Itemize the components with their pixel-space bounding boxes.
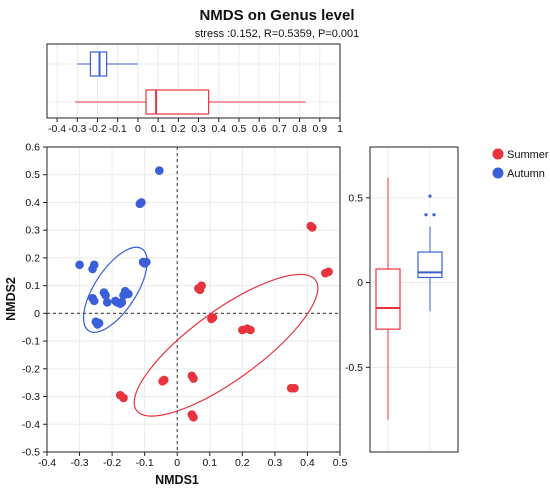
- x-tick-label: 0.5: [333, 457, 348, 469]
- right-frame: [369, 146, 459, 453]
- y-tick-label: -0.3: [22, 391, 40, 403]
- point-summer: [119, 393, 128, 403]
- point-summer: [158, 376, 167, 386]
- point-summer: [308, 223, 317, 232]
- y-tick-label: -0.5: [22, 447, 40, 459]
- top-boxplot-panel: -0.4 -0.3 -0.2 -0.1 0 0.1 0.2 0.3 0.4 0.5 0.6 0.7 0.…: [46, 43, 343, 135]
- scatter-panel: -0.4 -0.3 -0.2 -0.1 0 0.1 0.2 0.3 0.4 0.5-0.5-0.4…: [22, 142, 348, 470]
- y-tick-label: 0.6: [25, 142, 40, 154]
- x-tick-label: 0.3: [268, 457, 283, 469]
- point-autumn: [140, 259, 149, 268]
- legend-marker-autumn: [492, 167, 504, 179]
- top-x-tick-label: 0.6: [252, 123, 267, 135]
- chart-subtitle: stress :0.152, R=0.5359, P=0.001: [195, 28, 360, 40]
- point-summer: [207, 314, 216, 324]
- top-x-tick-label: 0.9: [312, 123, 327, 135]
- top-x-tick-label: 0.7: [272, 123, 287, 135]
- right-outlier-autumn: [432, 213, 436, 217]
- point-autumn: [115, 299, 125, 308]
- top-x-tick-label: 0.3: [191, 123, 206, 135]
- top-x-tick-label: -0.1: [109, 123, 127, 135]
- point-autumn: [89, 296, 99, 306]
- top-x-tick-label: 0.4: [211, 123, 226, 135]
- legend-label-summer: Summer: [507, 149, 549, 161]
- point-autumn: [137, 198, 146, 207]
- y-tick-label: 0.2: [25, 252, 40, 264]
- top-x-tick-label: 1: [337, 123, 343, 135]
- top-frame: [46, 43, 341, 119]
- right-outlier-autumn: [424, 213, 428, 217]
- y-tick-label: -0.4: [22, 419, 40, 431]
- top-x-tick-label: 0.5: [232, 123, 247, 135]
- y-tick-label: -0.1: [22, 336, 40, 348]
- point-autumn: [124, 289, 133, 299]
- confidence-ellipse-summer: [133, 273, 319, 417]
- right-boxplot-panel: -0.5 0 0.5: [345, 146, 459, 453]
- legend-label-autumn: Autumn: [507, 168, 545, 180]
- top-x-tick-label: -0.3: [68, 123, 86, 135]
- top-x-tick-label: 0.1: [151, 123, 166, 135]
- x-tick-label: -0.2: [103, 457, 121, 469]
- right-y-tick-label: 0: [357, 277, 363, 289]
- x-tick-label: 0.2: [235, 457, 250, 469]
- point-autumn: [101, 291, 110, 300]
- point-autumn: [88, 264, 97, 274]
- point-autumn: [102, 297, 112, 307]
- point-autumn: [94, 318, 104, 328]
- y-axis-label: NMDS2: [4, 277, 18, 321]
- point-summer: [290, 383, 299, 393]
- top-box-autumn: [89, 51, 108, 77]
- x-axis-label: NMDS1: [155, 473, 199, 487]
- point-summer: [194, 284, 203, 293]
- top-x-tick-label: 0: [135, 123, 141, 135]
- y-tick-label: 0.1: [25, 280, 40, 292]
- right-box-summer: [375, 268, 401, 330]
- point-summer: [189, 413, 198, 422]
- x-tick-label: 0: [174, 457, 180, 469]
- plot-frame: [46, 146, 341, 453]
- chart-title: NMDS on Genus level: [199, 7, 354, 24]
- x-tick-label: -0.3: [71, 457, 89, 469]
- x-tick-label: -0.4: [38, 457, 56, 469]
- point-summer: [242, 324, 252, 333]
- top-x-tick-label: 0.2: [171, 123, 186, 135]
- y-tick-label: 0.4: [25, 197, 40, 209]
- point-summer: [189, 374, 198, 383]
- x-tick-label: -0.1: [136, 457, 154, 469]
- x-tick-label: 0.4: [300, 457, 315, 469]
- confidence-ellipse-autumn: [82, 246, 148, 333]
- legend-marker-summer: [492, 148, 504, 160]
- right-box-autumn: [417, 251, 443, 279]
- top-x-tick-label: -0.2: [88, 123, 106, 135]
- right-outlier-autumn: [428, 194, 432, 198]
- y-tick-label: 0.3: [25, 225, 40, 237]
- y-tick-label: 0.5: [25, 169, 40, 181]
- x-tick-label: 0.1: [202, 457, 217, 469]
- top-x-tick-label: 0.8: [292, 123, 307, 135]
- top-x-tick-label: -0.4: [48, 123, 66, 135]
- right-y-tick-label: 0.5: [348, 192, 363, 204]
- point-autumn: [75, 260, 84, 270]
- y-tick-label: -0.2: [22, 363, 40, 375]
- point-autumn: [155, 166, 164, 175]
- right-y-tick-label: -0.5: [345, 362, 363, 374]
- y-tick-label: 0: [34, 308, 40, 320]
- point-summer: [324, 267, 333, 277]
- legend: Summer Autumn: [492, 148, 549, 180]
